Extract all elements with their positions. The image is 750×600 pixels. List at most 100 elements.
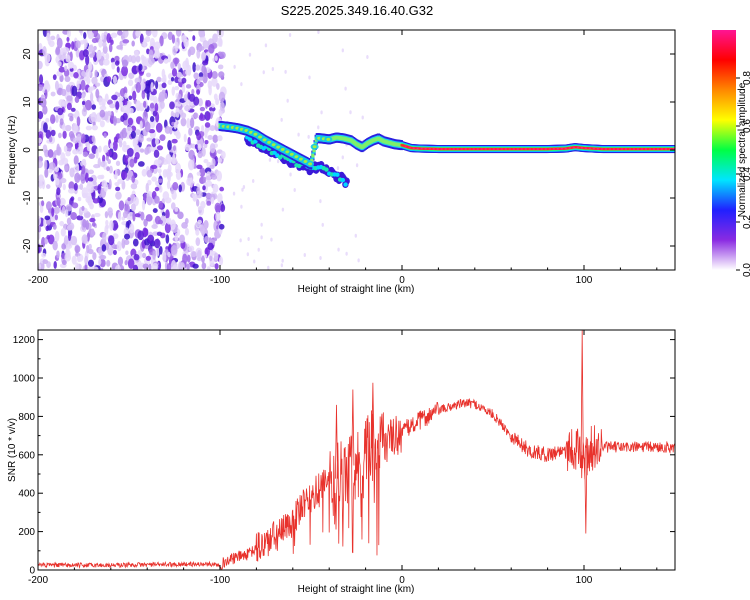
- noise-blob: [220, 203, 226, 212]
- noise-blob: [87, 177, 94, 182]
- noise-blob: [242, 185, 246, 190]
- noise-blob: [170, 61, 175, 70]
- noise-blob: [60, 177, 67, 184]
- noise-blob: [289, 172, 292, 177]
- ridge-blob-core: [312, 145, 317, 149]
- noise-blob: [112, 75, 118, 85]
- noise-blob: [148, 57, 155, 65]
- noise-blob: [66, 224, 73, 231]
- noise-blob: [161, 68, 166, 79]
- ridge-peak-max: [532, 148, 535, 150]
- ridge-peak-max: [656, 148, 659, 150]
- noise-blob: [196, 49, 201, 59]
- noise-blob: [66, 102, 72, 111]
- snr-xlabel: Height of straight line (km): [298, 584, 415, 595]
- noise-blob: [115, 160, 121, 167]
- noise-blob: [139, 33, 144, 45]
- noise-blob: [173, 121, 177, 130]
- noise-blob: [155, 80, 159, 90]
- noise-blob: [211, 174, 218, 180]
- noise-blob: [146, 30, 151, 35]
- noise-blob: [167, 251, 171, 258]
- colorbar-tick-label: 0.4: [742, 167, 750, 181]
- noise-blob: [218, 91, 226, 103]
- noise-blob: [196, 190, 203, 199]
- noise-blob: [155, 137, 159, 146]
- noise-blob: [45, 117, 50, 123]
- noise-blob: [66, 36, 70, 42]
- noise-blob: [91, 266, 99, 270]
- noise-blob: [198, 98, 203, 107]
- noise-blob: [163, 58, 169, 64]
- y-tick-label: 0: [22, 147, 33, 153]
- noise-blob: [154, 195, 160, 204]
- noise-blob: [93, 163, 101, 169]
- noise-blob: [284, 69, 287, 74]
- noise-blob: [111, 152, 118, 160]
- noise-blob: [198, 46, 205, 51]
- noise-blob: [85, 54, 90, 66]
- noise-blob: [95, 88, 100, 99]
- noise-blob: [132, 238, 139, 247]
- ridge-blob-core: [294, 155, 299, 159]
- noise-blob: [112, 249, 117, 256]
- noise-blob: [268, 157, 272, 162]
- noise-blob: [108, 211, 113, 219]
- noise-blob: [150, 81, 154, 93]
- noise-blob: [198, 72, 204, 78]
- noise-blob: [50, 35, 56, 41]
- noise-blob: [209, 125, 216, 132]
- snr-series-line: [38, 330, 675, 570]
- noise-blob: [207, 135, 213, 140]
- noise-blob: [102, 232, 107, 244]
- noise-blob: [145, 214, 153, 222]
- noise-blob: [71, 41, 75, 50]
- noise-blob: [52, 224, 57, 230]
- x-tick-label: 100: [576, 575, 593, 586]
- noise-blob: [48, 162, 56, 171]
- noise-blob: [140, 211, 145, 221]
- noise-blob: [216, 30, 222, 34]
- noise-blob: [50, 91, 56, 97]
- noise-blob: [135, 82, 141, 93]
- ridge-peak-max: [572, 146, 575, 149]
- noise-blob: [115, 186, 121, 192]
- noise-blob: [60, 47, 64, 56]
- ridge-peak-max: [560, 147, 563, 150]
- noise-blob: [85, 68, 91, 79]
- noise-blob: [281, 207, 285, 212]
- noise-blob: [198, 30, 205, 38]
- noise-blob: [38, 110, 44, 120]
- noise-blob: [89, 92, 94, 102]
- noise-blob: [38, 229, 41, 241]
- noise-blob: [209, 164, 215, 170]
- noise-blob: [108, 165, 113, 174]
- noise-blob: [64, 209, 69, 218]
- noise-blob: [109, 220, 114, 231]
- noise-blob: [86, 144, 91, 152]
- noise-blob: [205, 171, 212, 183]
- noise-blob: [152, 30, 158, 38]
- noise-blob: [168, 126, 173, 135]
- noise-blob: [129, 158, 135, 168]
- noise-blob: [87, 45, 94, 53]
- ridge-peak-max: [452, 148, 455, 150]
- noise-blob: [86, 181, 94, 187]
- noise-blob: [41, 200, 45, 207]
- noise-blob: [211, 71, 218, 79]
- noise-blob: [172, 264, 179, 270]
- noise-blob: [133, 50, 139, 57]
- noise-blob: [121, 59, 129, 68]
- ridge-peak-max: [512, 148, 515, 150]
- noise-blob: [345, 251, 348, 256]
- noise-blob: [201, 125, 205, 132]
- noise-blob: [217, 64, 224, 70]
- noise-blob: [257, 247, 260, 252]
- noise-blob: [203, 220, 209, 230]
- noise-blob: [280, 117, 283, 122]
- noise-blob: [240, 204, 243, 209]
- noise-blob: [125, 250, 129, 255]
- noise-blob: [205, 100, 212, 107]
- ridge-blob-core: [303, 160, 308, 164]
- noise-blob: [166, 180, 171, 190]
